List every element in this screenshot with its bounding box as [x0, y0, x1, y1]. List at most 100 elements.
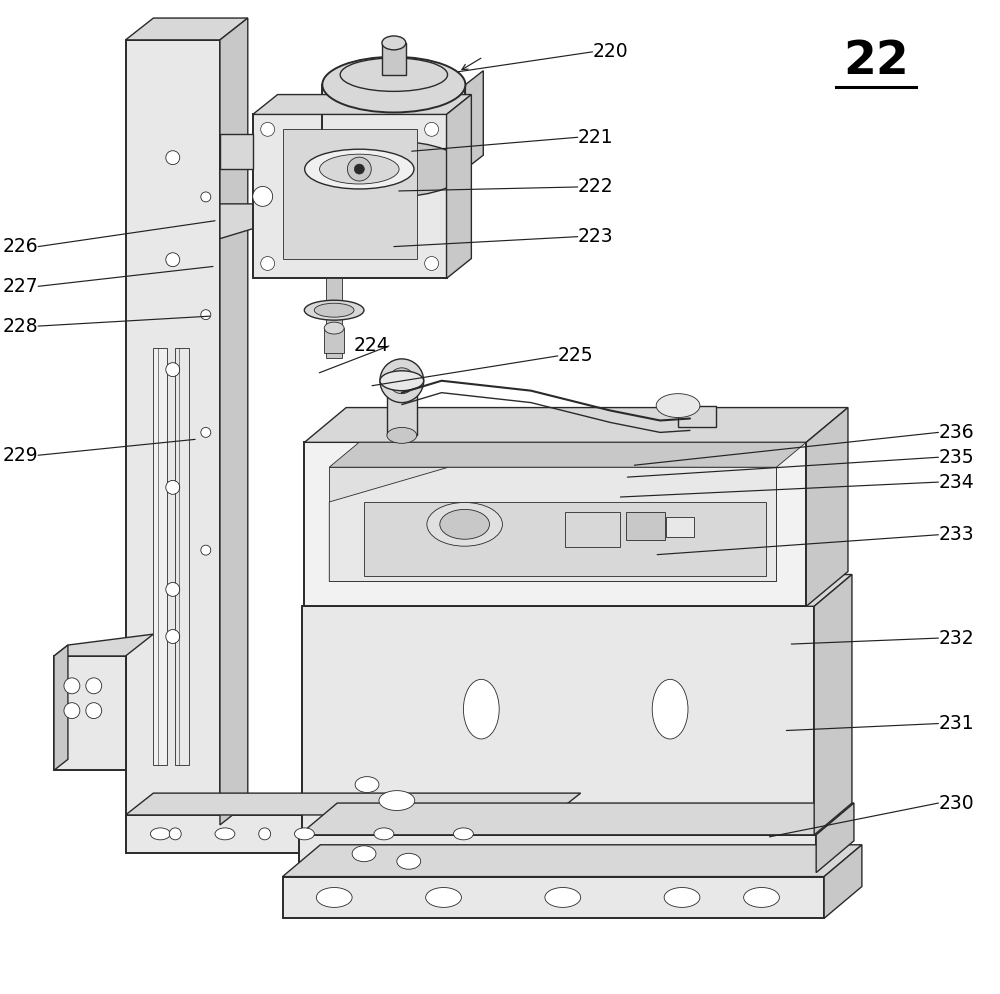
Ellipse shape — [382, 36, 406, 50]
Polygon shape — [447, 94, 471, 278]
Circle shape — [389, 368, 415, 394]
Ellipse shape — [652, 679, 688, 739]
Polygon shape — [329, 442, 806, 467]
Text: 225: 225 — [558, 346, 593, 366]
Polygon shape — [816, 803, 854, 873]
Circle shape — [354, 164, 364, 174]
Polygon shape — [806, 408, 848, 606]
Text: 235: 235 — [938, 447, 974, 467]
Circle shape — [166, 629, 180, 643]
Bar — [322, 84, 465, 169]
Ellipse shape — [215, 828, 235, 840]
Bar — [626, 512, 665, 540]
Ellipse shape — [355, 776, 379, 792]
Ellipse shape — [374, 828, 394, 840]
Bar — [324, 328, 344, 353]
Text: 227: 227 — [2, 277, 38, 296]
Circle shape — [201, 427, 211, 437]
Ellipse shape — [320, 154, 399, 184]
Circle shape — [166, 582, 180, 596]
Polygon shape — [220, 18, 248, 825]
Ellipse shape — [322, 57, 465, 112]
Polygon shape — [283, 877, 824, 918]
Ellipse shape — [440, 509, 489, 539]
Bar — [153, 348, 167, 765]
Bar — [666, 517, 694, 537]
Text: 222: 222 — [578, 178, 613, 197]
Polygon shape — [126, 815, 553, 853]
Ellipse shape — [340, 58, 448, 91]
Polygon shape — [126, 40, 220, 825]
Polygon shape — [253, 114, 447, 278]
Bar — [283, 129, 417, 258]
Bar — [382, 43, 406, 75]
Circle shape — [201, 545, 211, 555]
Circle shape — [86, 703, 102, 719]
Ellipse shape — [352, 846, 376, 862]
Polygon shape — [329, 467, 776, 581]
Circle shape — [259, 828, 271, 840]
Polygon shape — [54, 656, 126, 770]
Ellipse shape — [656, 394, 700, 417]
Text: 232: 232 — [938, 628, 974, 648]
Ellipse shape — [150, 828, 170, 840]
Ellipse shape — [387, 427, 417, 443]
Circle shape — [347, 157, 371, 181]
Circle shape — [201, 192, 211, 202]
Ellipse shape — [304, 300, 364, 320]
Polygon shape — [220, 204, 253, 239]
Bar — [565, 512, 620, 547]
Ellipse shape — [379, 790, 415, 810]
Ellipse shape — [426, 888, 461, 908]
Text: 231: 231 — [938, 714, 974, 733]
Ellipse shape — [322, 141, 465, 197]
Text: 223: 223 — [578, 228, 613, 247]
Polygon shape — [302, 606, 814, 835]
Circle shape — [380, 359, 424, 403]
Circle shape — [169, 828, 181, 840]
Polygon shape — [304, 408, 848, 442]
Circle shape — [261, 122, 275, 136]
Circle shape — [86, 678, 102, 694]
Bar — [678, 406, 716, 427]
Circle shape — [261, 256, 275, 270]
Text: 22: 22 — [843, 40, 909, 84]
Text: 229: 229 — [2, 445, 38, 465]
Polygon shape — [253, 94, 471, 114]
Bar — [326, 278, 342, 358]
Ellipse shape — [397, 853, 421, 869]
Ellipse shape — [316, 888, 352, 908]
Circle shape — [166, 252, 180, 266]
Ellipse shape — [427, 502, 502, 546]
Ellipse shape — [305, 149, 414, 189]
Polygon shape — [283, 845, 862, 877]
Polygon shape — [220, 134, 253, 169]
Polygon shape — [814, 575, 852, 835]
Text: 228: 228 — [2, 316, 38, 336]
Circle shape — [166, 151, 180, 165]
Bar — [175, 348, 189, 765]
Circle shape — [425, 256, 439, 270]
Polygon shape — [824, 845, 862, 918]
Polygon shape — [126, 793, 581, 815]
Text: 221: 221 — [578, 128, 613, 147]
Ellipse shape — [744, 888, 779, 908]
Ellipse shape — [453, 828, 473, 840]
Polygon shape — [465, 71, 483, 169]
Circle shape — [64, 703, 80, 719]
Text: 234: 234 — [938, 472, 974, 492]
Ellipse shape — [380, 371, 424, 391]
Circle shape — [166, 363, 180, 377]
Circle shape — [201, 310, 211, 320]
Polygon shape — [329, 467, 776, 581]
Polygon shape — [126, 18, 248, 40]
Circle shape — [425, 122, 439, 136]
Polygon shape — [304, 442, 806, 606]
Text: 236: 236 — [938, 422, 974, 442]
Ellipse shape — [545, 888, 581, 908]
Ellipse shape — [324, 322, 344, 334]
Text: 226: 226 — [2, 238, 38, 256]
Polygon shape — [54, 645, 68, 770]
Bar — [364, 502, 766, 577]
Ellipse shape — [314, 303, 354, 317]
